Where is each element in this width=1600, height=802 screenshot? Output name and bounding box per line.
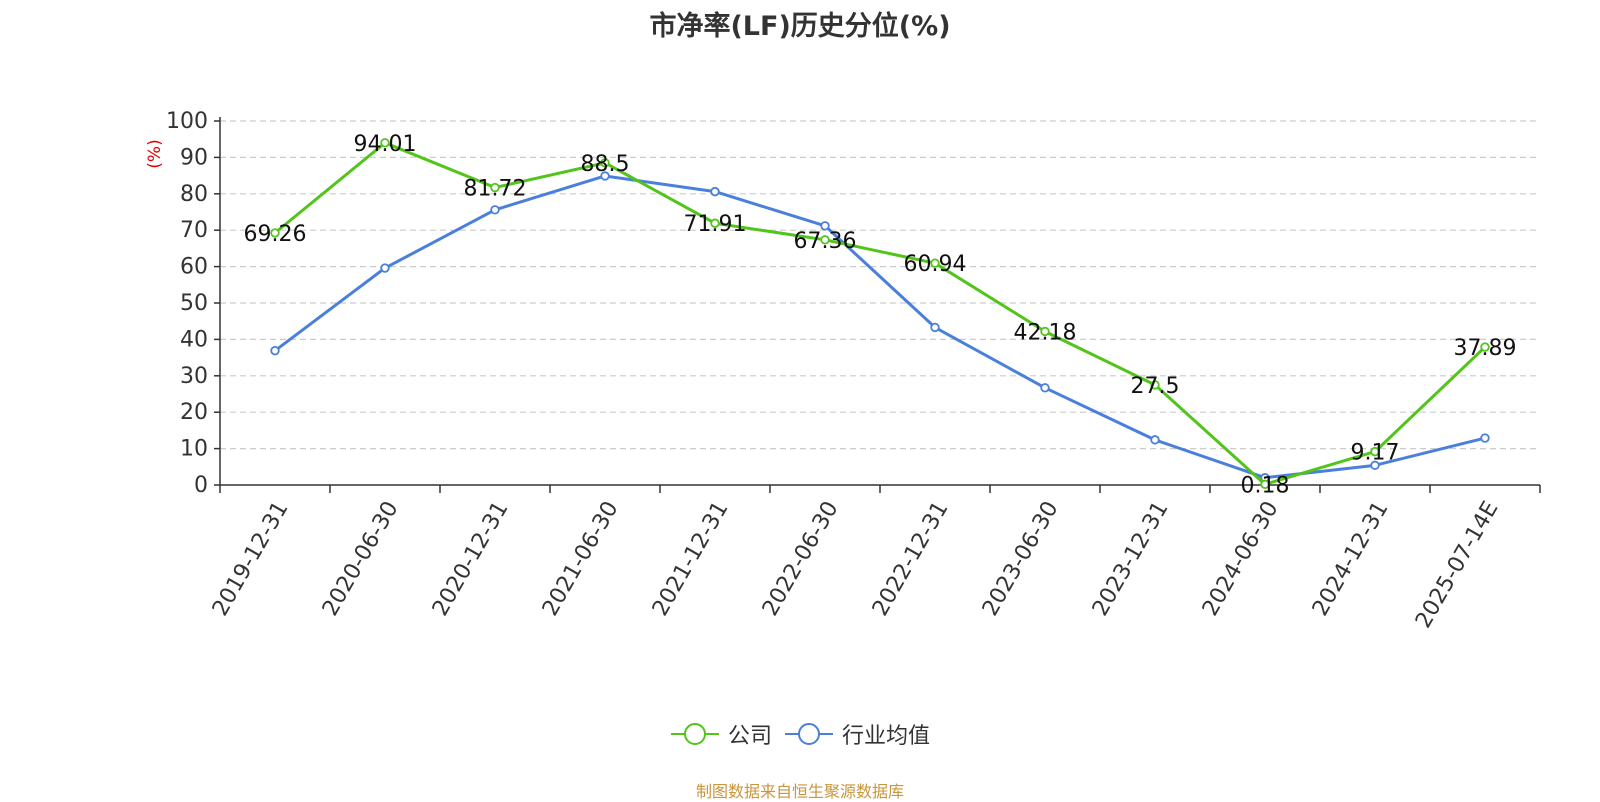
data-label: 67.36 — [794, 229, 857, 254]
x-tick-label: 2025-07-14E — [1411, 497, 1504, 632]
data-point-industry[interactable] — [1370, 460, 1380, 471]
y-tick-label: 70 — [180, 218, 208, 243]
data-point-industry[interactable] — [380, 263, 390, 273]
legend-item-company[interactable]: 公司 — [670, 718, 772, 750]
y-tick-label: 20 — [180, 400, 208, 425]
x-tick-label: 2022-06-30 — [758, 497, 844, 620]
data-label: 27.5 — [1131, 374, 1180, 399]
y-tick-label: 60 — [180, 255, 208, 280]
series-line-company — [274, 141, 1487, 486]
series-line-industry — [274, 174, 1486, 480]
data-point-company[interactable] — [600, 158, 610, 168]
legend: 公司 行业均值 — [0, 718, 1600, 750]
data-point-company[interactable] — [380, 138, 390, 148]
x-tick-label: 2023-12-31 — [1088, 497, 1174, 620]
x-tick-label: 2020-12-31 — [428, 497, 514, 620]
source-note: 制图数据来自恒生聚源数据库 — [695, 782, 904, 801]
x-tick-label: 2024-12-31 — [1308, 497, 1394, 620]
legend-company-label: 公司 — [727, 724, 772, 749]
legend-industry-label: 行业均值 — [842, 724, 931, 749]
data-label: 0.18 — [1241, 473, 1290, 498]
data-point-company[interactable] — [820, 235, 830, 245]
legend-company-marker-icon — [670, 723, 719, 745]
x-tick-label: 2021-06-30 — [538, 497, 624, 620]
data-point-company[interactable] — [490, 182, 500, 193]
data-point-company[interactable] — [710, 218, 720, 228]
data-label: 71.91 — [684, 212, 747, 237]
x-tick-label: 2023-06-30 — [978, 497, 1064, 620]
legend-industry-marker-icon — [785, 723, 833, 745]
data-point-industry[interactable] — [820, 221, 830, 231]
x-tick-label: 2022-12-31 — [868, 497, 954, 620]
y-tick-label: 90 — [180, 145, 208, 170]
data-label: 42.18 — [1014, 320, 1077, 345]
data-label: 60.94 — [904, 252, 967, 277]
data-point-company[interactable] — [1370, 446, 1380, 457]
data-point-industry[interactable] — [600, 171, 610, 181]
data-label: 9.17 — [1351, 441, 1400, 466]
axes: 0 10 20 30 40 50 60 70 80 90 100 2019-12-31 2020-06-… — [166, 109, 1541, 632]
y-tick-label: 10 — [180, 437, 208, 462]
data-point-industry[interactable] — [270, 345, 280, 356]
data-label: 88.5 — [581, 152, 630, 177]
data-label: 81.72 — [464, 177, 527, 202]
data-labels: 69.26 94.01 81.72 88.5 71.91 67.36 60.94 42.18 2… — [244, 132, 1517, 499]
x-tick-label: 2019-12-31 — [208, 497, 294, 620]
data-point-company[interactable] — [1040, 326, 1050, 337]
data-point-company[interactable] — [1260, 479, 1270, 490]
y-tick-label: 80 — [180, 182, 208, 207]
data-point-company[interactable] — [270, 228, 280, 238]
data-point-company[interactable] — [1150, 380, 1160, 390]
y-tick-label: 50 — [180, 291, 208, 316]
x-tick-label: 2021-12-31 — [648, 497, 734, 620]
data-point-industry[interactable] — [490, 205, 500, 215]
data-label: 94.01 — [354, 132, 417, 157]
data-point-industry[interactable] — [710, 186, 720, 197]
series — [270, 138, 1490, 490]
x-tick-label: 2020-06-30 — [318, 497, 404, 620]
data-point-industry[interactable] — [1480, 433, 1490, 443]
data-point-industry[interactable] — [930, 322, 940, 333]
data-point-industry[interactable] — [1040, 383, 1050, 393]
data-point-industry[interactable] — [1150, 435, 1160, 445]
chart-title: 市净率(LF)历史分位(%) — [649, 11, 951, 42]
y-tick-label: 40 — [180, 327, 208, 352]
y-tick-label: 0 — [194, 473, 208, 498]
data-point-company[interactable] — [930, 258, 940, 268]
data-point-company[interactable] — [1480, 342, 1490, 352]
x-tick-label: 2024-06-30 — [1198, 497, 1284, 620]
data-label: 69.26 — [244, 222, 307, 247]
legend-item-industry[interactable]: 行业均值 — [784, 718, 930, 750]
y-tick-label: 100 — [166, 109, 208, 134]
y-tick-label: 30 — [180, 364, 208, 389]
data-label: 37.89 — [1454, 336, 1517, 361]
grid-lines — [220, 120, 1540, 450]
y-axis-unit-label: (%) — [145, 139, 165, 168]
